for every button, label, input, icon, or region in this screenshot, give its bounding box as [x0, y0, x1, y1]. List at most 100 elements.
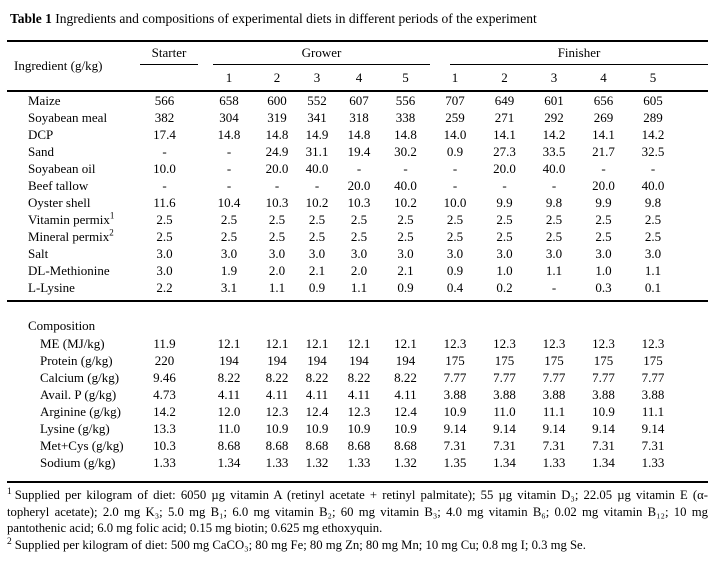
- value-cell: 12.3: [347, 404, 371, 419]
- value-cell: 1.9: [220, 263, 238, 278]
- value-cell: 10.9: [347, 421, 371, 436]
- value-cell: 1.1: [268, 280, 286, 295]
- value-cell: -: [403, 161, 408, 176]
- value-cell: 2.5: [496, 212, 513, 227]
- value-cell: 552: [307, 93, 327, 108]
- value-cell: 10.0: [153, 161, 176, 176]
- value-cell: 292: [544, 110, 564, 125]
- value-cell: 4.73: [153, 387, 176, 402]
- value-cell: 14.9: [305, 127, 329, 142]
- table-row: Lysine (g/kg) 13.3 11.0 10.9 10.9 10.9 10.9 9.1…: [7, 420, 708, 437]
- row-label: L-Lysine: [28, 280, 75, 295]
- value-cell: 3.0: [268, 246, 286, 261]
- value-cell: 0.2: [496, 280, 513, 295]
- value-cell: 8.68: [394, 438, 417, 453]
- value-cell: 3.0: [156, 263, 173, 278]
- group-header-grower: Grower: [201, 41, 430, 65]
- row-label: ME (MJ/kg): [40, 336, 105, 351]
- value-cell: 271: [494, 110, 515, 125]
- column-header-ingredient: Ingredient (g/kg): [14, 58, 103, 73]
- value-cell: 2.5: [397, 212, 414, 227]
- value-cell: 9.8: [545, 195, 563, 210]
- value-cell: 0.9: [397, 280, 414, 295]
- table-row: Avail. P (g/kg) 4.73 4.11 4.11 4.11 4.11 4.11 3…: [7, 386, 708, 403]
- value-cell: 12.3: [592, 336, 615, 351]
- value-cell: 7.31: [443, 438, 467, 453]
- value-cell: 1.33: [641, 455, 665, 470]
- value-cell: 7.77: [493, 370, 516, 385]
- value-cell: 382: [154, 110, 175, 125]
- row-label: Vitamin permix1: [28, 210, 115, 227]
- table-row: DCP 17.4 14.8 14.8 14.9 14.8 14.8 14.0 14.1 14.2 1…: [7, 126, 708, 143]
- footnote-reference: 1: [109, 210, 115, 221]
- ingredients-section: Maize 566 658 600 552 607 556 707 649 601 656 605 So…: [7, 91, 708, 296]
- value-cell: 1.34: [592, 455, 615, 470]
- table-row: Vitamin permix1 2.5 2.5 2.5 2.5 2.5 2.5 2.5 2.5 2…: [7, 211, 708, 228]
- value-cell: 12.4: [394, 404, 417, 419]
- value-cell: 21.7: [592, 144, 615, 159]
- value-cell: 3.88: [641, 387, 665, 402]
- value-cell: 7.31: [592, 438, 615, 453]
- value-cell: 11.9: [153, 336, 176, 351]
- value-cell: 14.8: [394, 127, 417, 142]
- value-cell: 2.5: [446, 229, 464, 244]
- value-cell: 11.1: [641, 404, 665, 419]
- section-label-row: Composition: [7, 314, 708, 335]
- value-cell: 194: [307, 353, 327, 368]
- value-cell: -: [274, 178, 280, 193]
- row-label: Maize: [28, 93, 61, 108]
- filler-cell: [678, 420, 708, 437]
- value-cell: 341: [307, 110, 327, 125]
- footnote-reference: 2: [109, 227, 114, 238]
- value-cell: 8.68: [305, 438, 329, 453]
- value-cell: -: [452, 161, 458, 176]
- value-cell: -: [226, 161, 232, 176]
- value-cell: 12.3: [542, 336, 566, 351]
- header-group-row: Ingredient (g/kg) Starter Grower Finishe…: [7, 41, 708, 73]
- value-cell: 8.22: [265, 370, 289, 385]
- value-cell: 9.14: [542, 421, 566, 436]
- value-cell: 1.33: [265, 455, 289, 470]
- value-cell: 3.0: [644, 246, 662, 261]
- value-cell: 658: [219, 93, 239, 108]
- value-cell: 194: [395, 353, 416, 368]
- row-label: DCP: [28, 127, 54, 142]
- value-cell: 3.0: [350, 246, 368, 261]
- value-cell: 14.2: [542, 127, 566, 142]
- value-cell: 11.6: [153, 195, 176, 210]
- value-cell: 2.5: [220, 212, 238, 227]
- row-label: Mineral permix2: [28, 227, 114, 244]
- value-cell: -: [551, 178, 557, 193]
- footnote-marker: 1: [7, 486, 12, 497]
- value-cell: 2.5: [268, 212, 286, 227]
- table-row: Maize 566 658 600 552 607 556 707 649 601 656 605: [7, 91, 708, 109]
- value-cell: 1.32: [394, 455, 417, 470]
- value-cell: -: [162, 144, 167, 159]
- table-row: Sodium (g/kg) 1.33 1.34 1.33 1.32 1.33 1.32 1.3…: [7, 454, 708, 471]
- value-cell: 31.1: [305, 144, 329, 159]
- row-label: Sodium (g/kg): [40, 455, 116, 470]
- value-cell: 3.0: [595, 246, 612, 261]
- value-cell: 2.5: [268, 229, 286, 244]
- value-cell: 338: [395, 110, 416, 125]
- footnote: 1 Supplied per kilogram of diet: 6050 µg …: [7, 487, 708, 537]
- value-cell: -: [452, 178, 458, 193]
- filler-cell: [678, 403, 708, 420]
- value-cell: 9.8: [644, 195, 662, 210]
- row-label: Sand: [28, 144, 54, 159]
- value-cell: 12.3: [265, 404, 289, 419]
- value-cell: 9.46: [153, 370, 176, 385]
- value-cell: 1.33: [153, 455, 176, 470]
- value-cell: 600: [267, 93, 287, 108]
- value-cell: 269: [593, 110, 614, 125]
- value-cell: 7.77: [641, 370, 665, 385]
- value-cell: 10.9: [394, 421, 417, 436]
- value-cell: 175: [643, 353, 663, 368]
- value-cell: 8.22: [305, 370, 329, 385]
- value-cell: 30.2: [394, 144, 417, 159]
- value-cell: 14.2: [153, 404, 176, 419]
- value-cell: 10.3: [265, 195, 289, 210]
- value-cell: 8.22: [217, 370, 241, 385]
- value-cell: 9.9: [595, 195, 612, 210]
- filler-cell: [678, 454, 708, 471]
